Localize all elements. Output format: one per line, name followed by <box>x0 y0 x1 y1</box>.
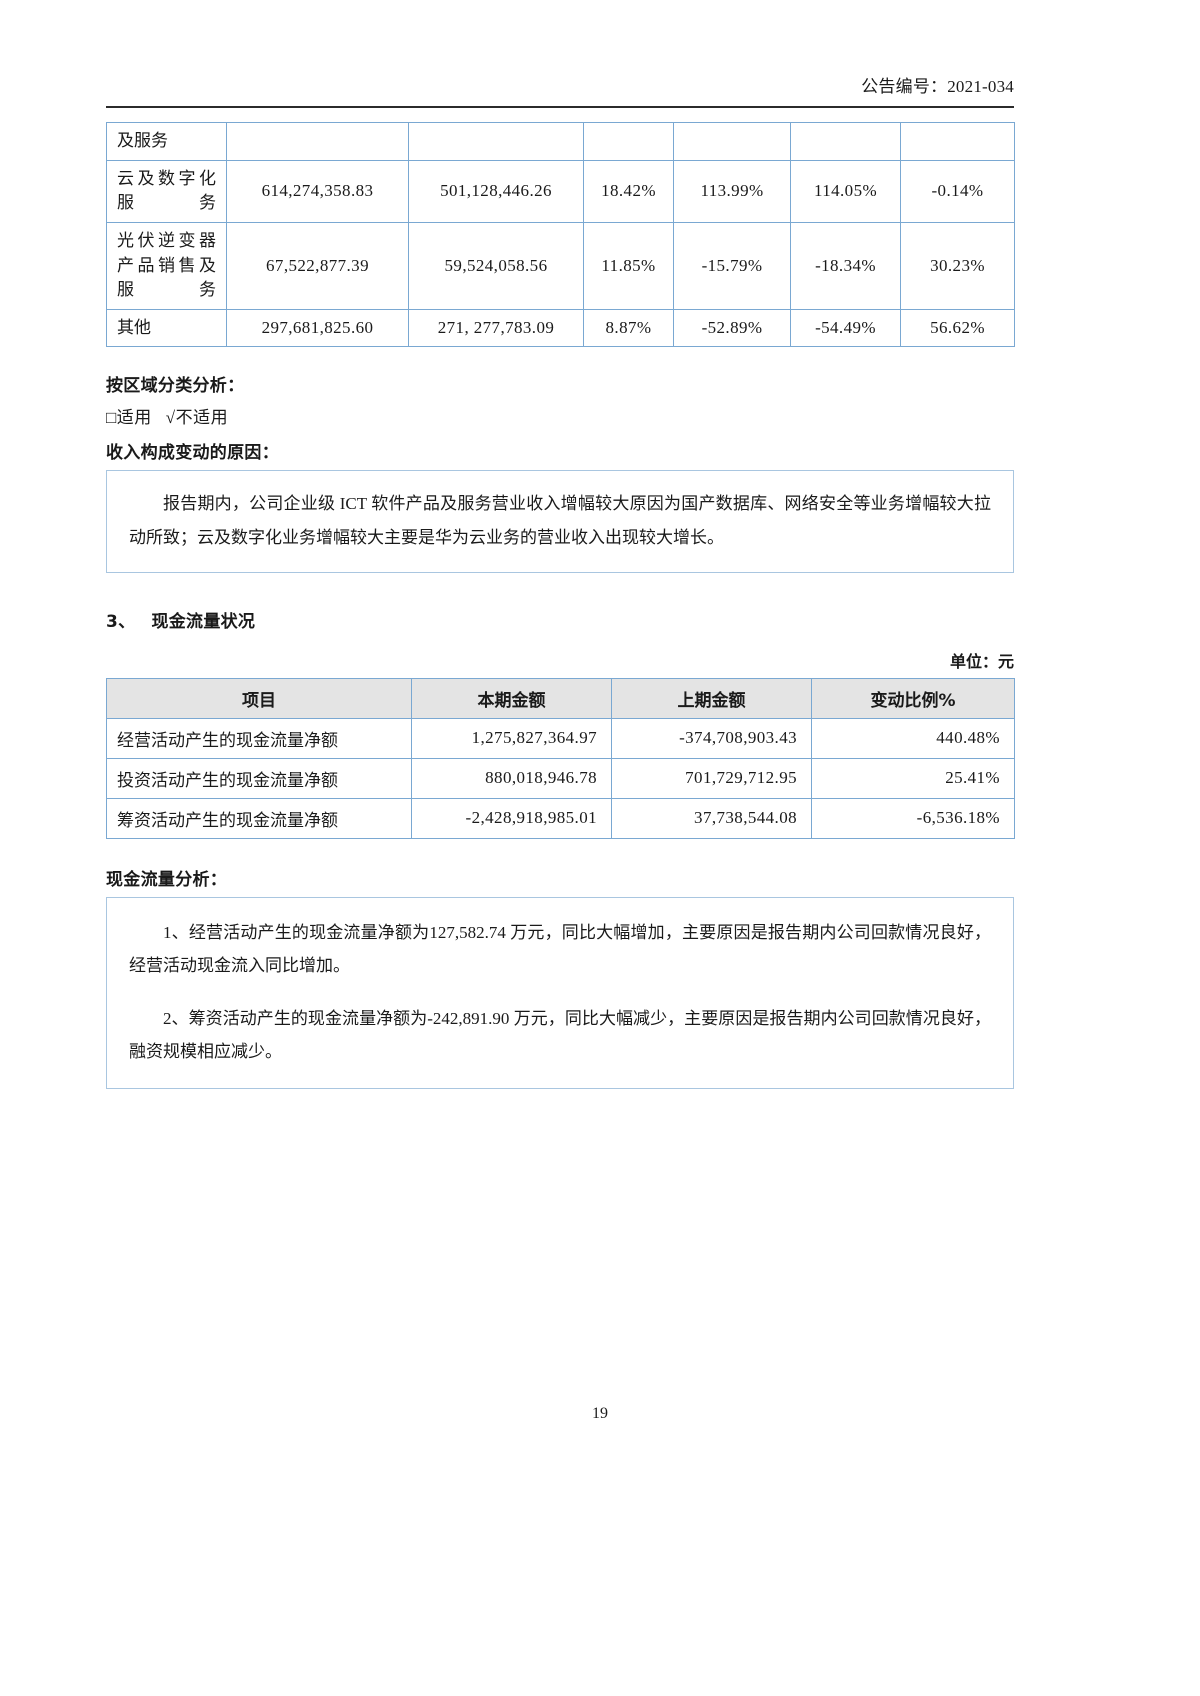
row-margin-change: 30.23% <box>900 221 1015 310</box>
row-revenue-change <box>673 122 791 161</box>
revenue-reason-heading: 收入构成变动的原因： <box>106 443 279 464</box>
column-header-change: 变动比例% <box>811 677 1015 719</box>
cash-flow-analysis-heading: 现金流量分析： <box>106 869 228 890</box>
row-prior-value: -374,708,903.43 <box>611 717 812 759</box>
row-item-label: 投资活动产生的现金流量净额 <box>106 757 412 799</box>
applicability-line: □适用 √不适用 <box>106 403 1014 428</box>
cash-flow-table: 项目 本期金额 上期金额 变动比例% 经营活动产生的现金流量净额 1,275,8… <box>106 677 1015 839</box>
row-cost-change <box>790 122 901 161</box>
row-change-value: -6,536.18% <box>811 797 1015 839</box>
row-category: 云及数字化服务 <box>106 159 227 223</box>
row-current-value: 880,018,946.78 <box>411 757 612 799</box>
row-prior-amount <box>408 122 584 161</box>
row-current-amount: 67,522,877.39 <box>226 221 409 310</box>
document-header: 公告编号：2021-034 <box>106 0 1014 97</box>
option-applicable[interactable]: □适用 <box>106 408 152 428</box>
table-row: 其他 297,681,825.60 271, 277,783.09 8.87% … <box>106 308 1015 348</box>
revenue-reason-paragraph: 报告期内，公司企业级 ICT 软件产品及服务营业收入增幅较大原因为国产数据库、网… <box>129 494 991 547</box>
row-margin-change: -0.14% <box>900 159 1015 223</box>
announcement-number: 公告编号：2021-034 <box>861 77 1014 96</box>
table-row: 筹资活动产生的现金流量净额 -2,428,918,985.01 37,738,5… <box>106 797 1015 839</box>
row-margin-change: 56.62% <box>900 308 1015 348</box>
cash-flow-unit-label: 单位：元 <box>949 651 1014 671</box>
row-gross-margin: 8.87% <box>583 308 674 348</box>
row-prior-amount: 271, 277,783.09 <box>408 308 584 348</box>
column-header-item: 项目 <box>106 677 412 719</box>
cash-flow-analysis-box: 1、经营活动产生的现金流量净额为127,582.74 万元，同比大幅增加，主要原… <box>106 896 1014 1090</box>
row-current-amount <box>226 122 409 161</box>
page-number: 19 <box>592 1405 608 1422</box>
row-prior-amount: 501,128,446.26 <box>408 159 584 223</box>
row-item-label: 经营活动产生的现金流量净额 <box>106 717 412 759</box>
table-row: 云及数字化服务 614,274,358.83 501,128,446.26 18… <box>106 159 1015 223</box>
row-gross-margin: 11.85% <box>583 221 674 310</box>
table-row: 及服务 <box>106 122 1015 161</box>
row-revenue-change: -52.89% <box>673 308 791 348</box>
analysis-paragraph-2: 2、筹资活动产生的现金流量净额为-242,891.90 万元，同比大幅减少，主要… <box>129 1009 991 1062</box>
row-cost-change: -54.49% <box>790 308 901 348</box>
row-margin-change <box>900 122 1015 161</box>
table-row: 投资活动产生的现金流量净额 880,018,946.78 701,729,712… <box>106 757 1015 799</box>
row-change-value: 25.41% <box>811 757 1015 799</box>
row-current-amount: 614,274,358.83 <box>226 159 409 223</box>
row-prior-amount: 59,524,058.56 <box>408 221 584 310</box>
row-current-value: -2,428,918,985.01 <box>411 797 612 839</box>
row-prior-value: 701,729,712.95 <box>611 757 812 799</box>
region-analysis-heading: 按区域分类分析： <box>106 376 245 397</box>
row-change-value: 440.48% <box>811 717 1015 759</box>
header-divider <box>106 106 1014 108</box>
table-header-row: 项目 本期金额 上期金额 变动比例% <box>106 677 1015 719</box>
option-not-applicable[interactable]: √不适用 <box>165 408 229 428</box>
cash-flow-heading: 3、 现金流量状况 <box>106 607 1014 632</box>
row-category: 其他 <box>106 308 227 348</box>
row-cost-change: 114.05% <box>790 159 901 223</box>
row-revenue-change: 113.99% <box>673 159 791 223</box>
table-row: 经营活动产生的现金流量净额 1,275,827,364.97 -374,708,… <box>106 717 1015 759</box>
row-current-amount: 297,681,825.60 <box>226 308 409 348</box>
row-prior-value: 37,738,544.08 <box>611 797 812 839</box>
page-content: 公告编号：2021-034 及服务 <box>106 0 1015 1090</box>
row-gross-margin <box>583 122 674 161</box>
table-row: 光伏逆变器产品销售及服务 67,522,877.39 59,524,058.56… <box>106 221 1015 310</box>
row-cost-change: -18.34% <box>790 221 901 310</box>
cash-flow-index: 3、 <box>106 611 136 632</box>
row-revenue-change: -15.79% <box>673 221 791 310</box>
cash-flow-title: 现金流量状况 <box>151 611 256 632</box>
revenue-reason-box: 报告期内，公司企业级 ICT 软件产品及服务营业收入增幅较大原因为国产数据库、网… <box>106 470 1014 573</box>
row-current-value: 1,275,827,364.97 <box>411 717 612 759</box>
row-item-label: 筹资活动产生的现金流量净额 <box>106 797 412 839</box>
column-header-current: 本期金额 <box>411 677 612 719</box>
column-header-prior: 上期金额 <box>611 677 812 719</box>
revenue-breakdown-table: 及服务 云及数字化服务 614,274,358.83 501,128,446.2… <box>106 122 1015 348</box>
row-gross-margin: 18.42% <box>583 159 674 223</box>
row-category: 光伏逆变器产品销售及服务 <box>106 221 227 310</box>
row-category: 及服务 <box>106 122 227 161</box>
analysis-paragraph-1: 1、经营活动产生的现金流量净额为127,582.74 万元，同比大幅增加，主要原… <box>129 922 991 975</box>
